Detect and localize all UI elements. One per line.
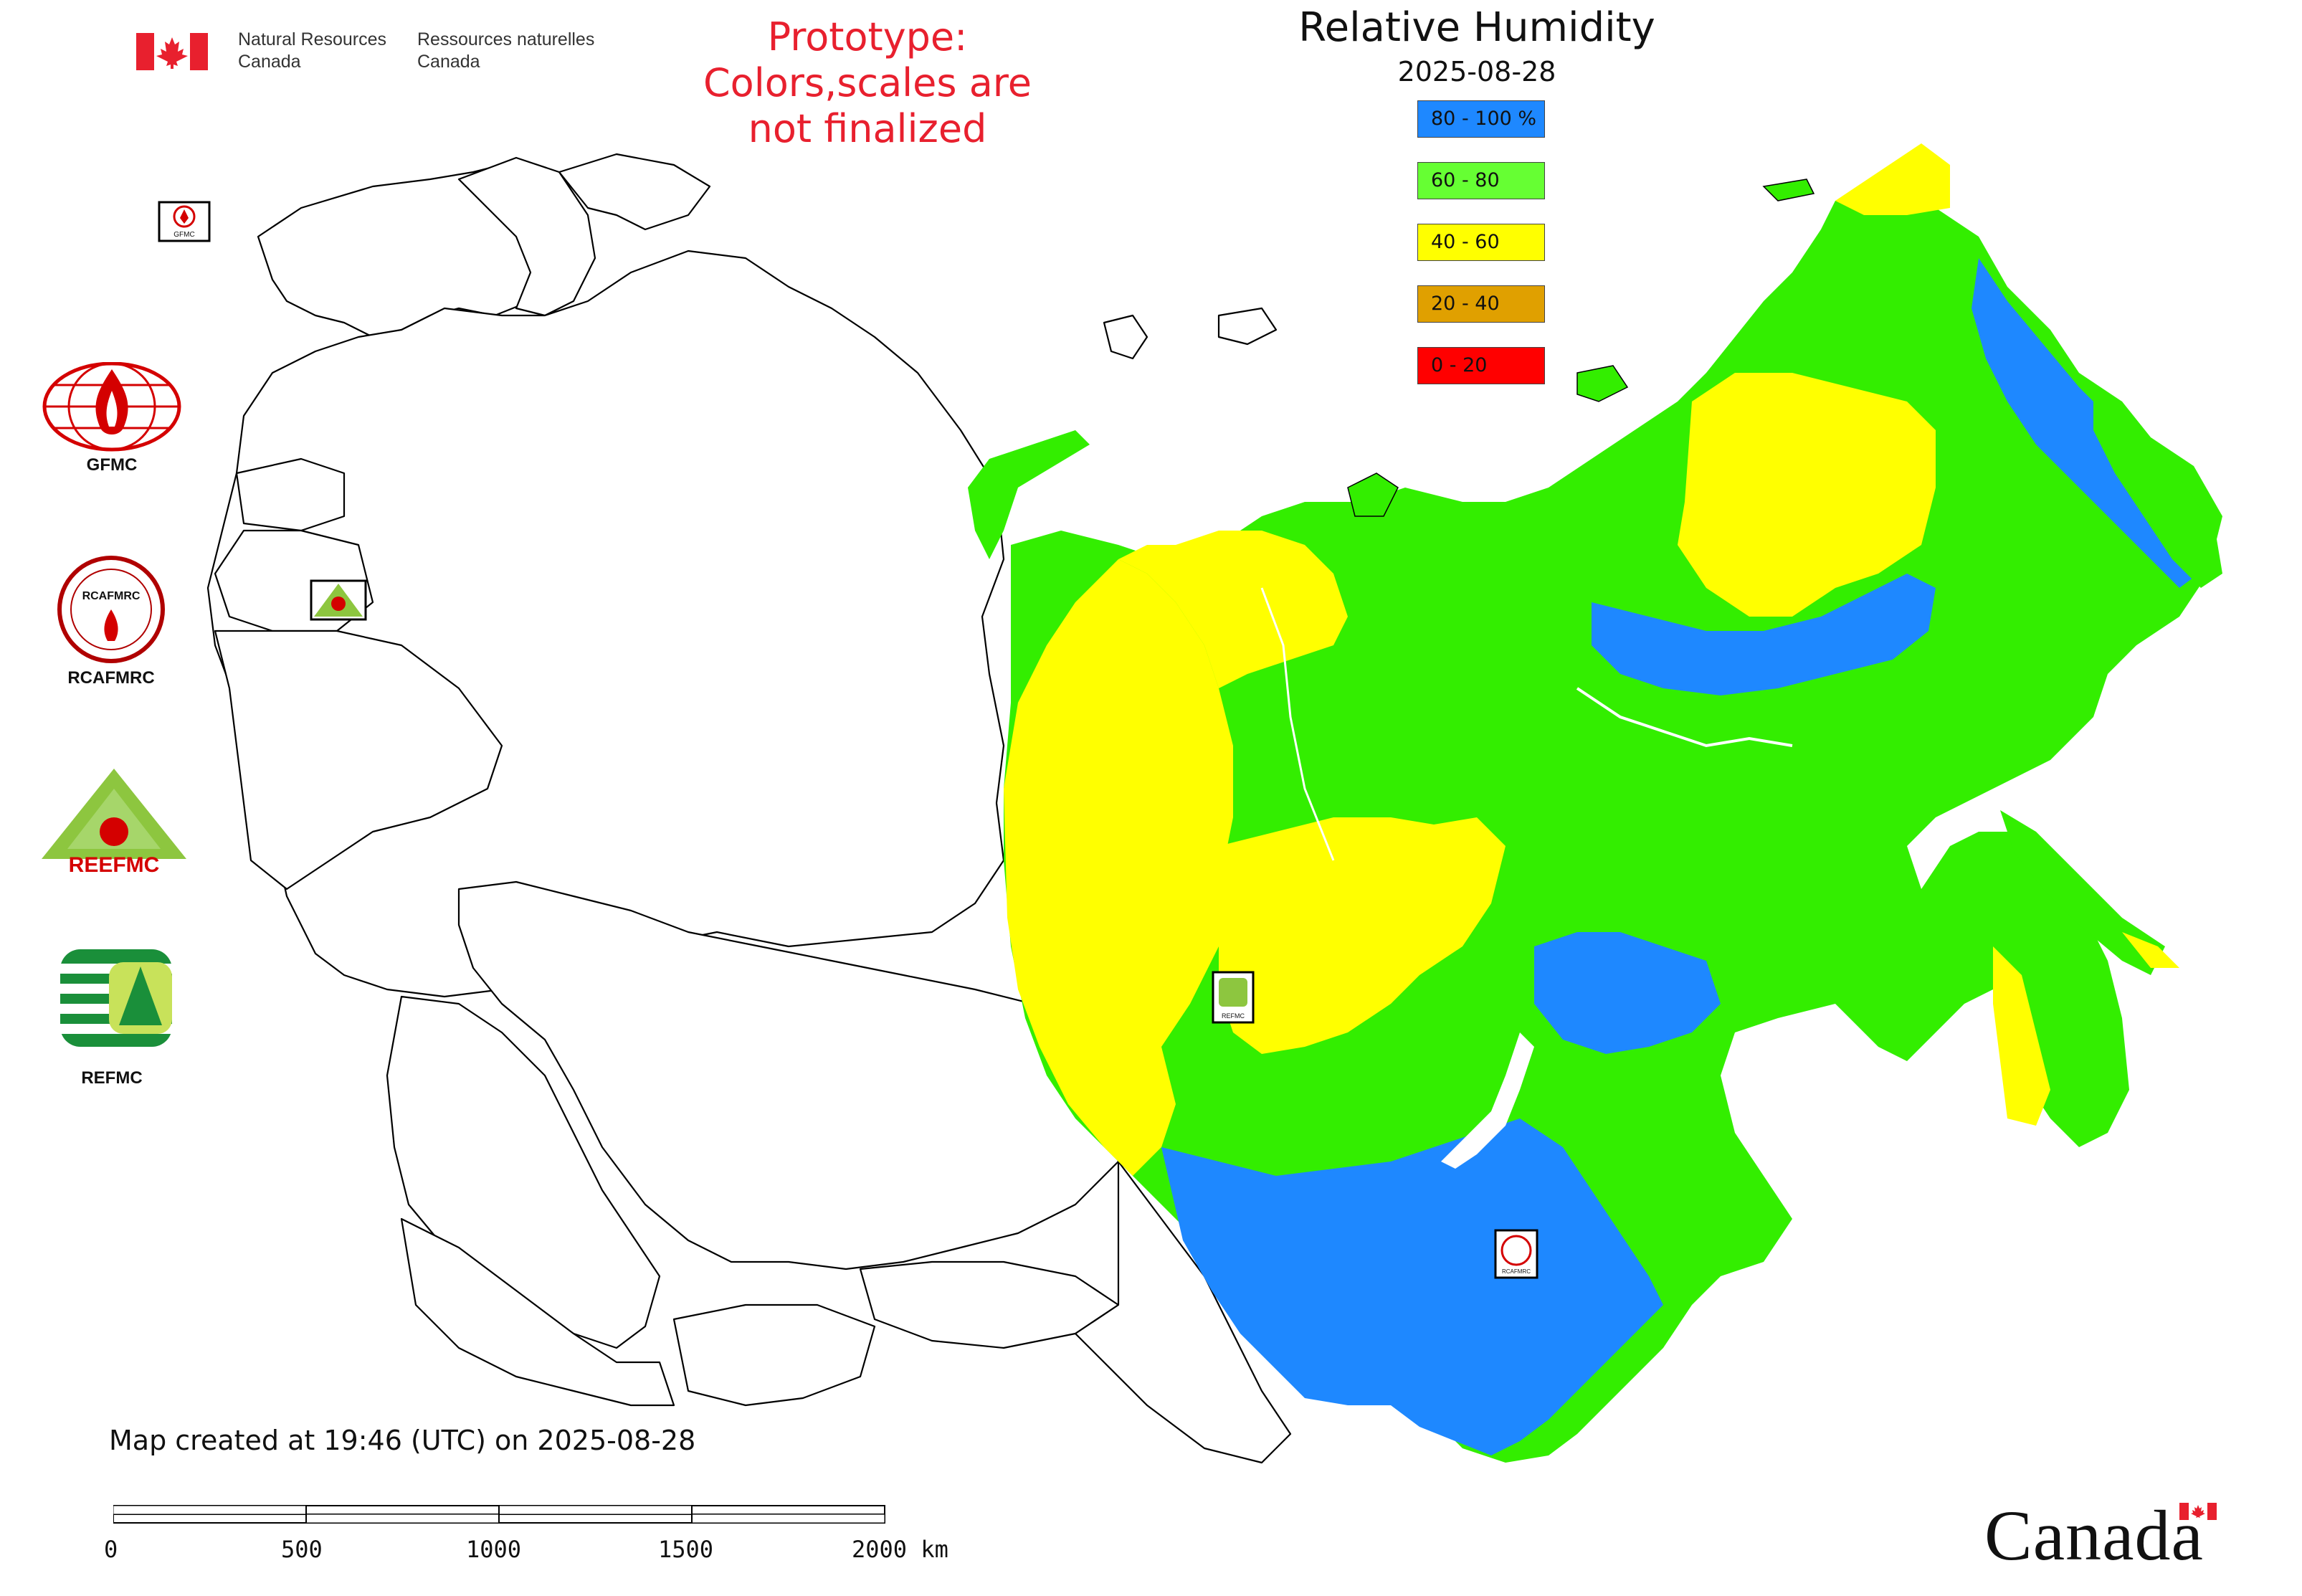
humidity-kamchatka: [2093, 387, 2222, 588]
humidity-sakhalin-yellow: [2122, 932, 2179, 968]
legend-title: Relative Humidity: [1298, 4, 1655, 51]
nrcan-signature: Natural Resources Canada Ressources natu…: [136, 27, 624, 77]
scale-tick-2000km: 2000 km: [852, 1536, 948, 1563]
arctic-islands: [1347, 179, 1815, 517]
notice-line1: Prototype:: [767, 14, 968, 60]
scale-tick-500: 500: [281, 1536, 323, 1563]
baltics-outline: [235, 457, 346, 532]
map-marker-rcafmrc-label: RCAFMRC: [1502, 1268, 1531, 1275]
legend-item-60-80: 60 - 80: [1417, 162, 1545, 199]
tajikistan-outline: [672, 1303, 876, 1407]
rcafmrc-emblem-text: RCAFMRC: [82, 590, 141, 602]
map-marker-rcafmrc[interactable]: RCAFMRC: [1494, 1229, 1538, 1279]
legend-item-0-20: 0 - 20: [1417, 347, 1545, 384]
map-creation-timestamp: Map created at 19:46 (UTC) on 2025-08-28: [109, 1425, 696, 1456]
dept-en-line2: Canada: [238, 52, 301, 72]
logo-gfmc: GFMC: [40, 361, 184, 477]
humidity-yellow-chukotka: [1835, 143, 1950, 215]
department-name-fr: Ressources naturelles Canada: [417, 29, 594, 73]
kola-outline: [558, 153, 711, 231]
island-severnaya-zemlya: [1347, 472, 1399, 517]
humidity-blue-amur: [1534, 932, 1721, 1054]
legend-item-80-100: 80 - 100 %: [1417, 100, 1545, 138]
legend-item-0-20-label: 0 - 20: [1431, 354, 1488, 376]
logo-gfmc-label: GFMC: [86, 455, 138, 475]
lake-baikal: [1441, 1032, 1534, 1169]
svalbard-outline: [1103, 314, 1148, 360]
finland-outline: [457, 156, 596, 317]
canada-wordmark-flag-icon: [2179, 1503, 2217, 1520]
logo-rcafmrc-label: RCAFMRC: [67, 668, 155, 688]
reefmc-emblem-text: REEFMC: [69, 853, 160, 875]
map-marker-reefmc[interactable]: [310, 579, 367, 621]
country-outlines: [206, 153, 1292, 1464]
legend-item-20-40-label: 20 - 40: [1431, 293, 1500, 315]
humidity-blue-yakutia: [1592, 574, 1936, 695]
humidity-yellow-southeast: [1993, 946, 2050, 1126]
island-new-siberian: [1576, 365, 1629, 402]
humidity-yellow-northeast: [1678, 373, 1936, 617]
scale-bar-graphic: [113, 1505, 885, 1524]
logo-rcafmrc: RCAFMRC RCAFMRC: [50, 552, 194, 695]
scale-tick-1500: 1500: [658, 1536, 714, 1563]
logo-refmc-label: REFMC: [81, 1068, 143, 1088]
logo-refmc: REFMC: [59, 948, 202, 1091]
franz-josef-outline: [1217, 307, 1278, 346]
dept-fr-line1: Ressources naturelles: [417, 29, 595, 49]
notice-line2: Colors,scales are not finalized: [703, 60, 1032, 151]
dept-en-line1: Natural Resources: [238, 29, 387, 49]
ukraine-outline: [214, 630, 503, 890]
legend-date: 2025-08-28: [1397, 56, 1556, 87]
humidity-yellow-central: [1219, 817, 1506, 1054]
logo-reefmc: REEFMC: [39, 767, 189, 877]
humidity-blue-south: [1161, 1118, 1663, 1455]
dept-fr-line2: Canada: [417, 52, 480, 72]
humidity-field: [968, 143, 2222, 1463]
kazakhstan-outline: [457, 880, 1120, 1270]
reefmc-emblem-icon: REEFMC: [42, 769, 186, 877]
river-lena: [1576, 687, 1793, 748]
map-marker-gfmc-label: GFMC: [173, 231, 194, 239]
turkmenistan-outline: [400, 1217, 675, 1407]
uzbekistan-outline: [386, 995, 661, 1349]
department-name-en: Natural Resources Canada: [238, 29, 386, 73]
rcafmrc-emblem-icon: RCAFMRC: [57, 556, 165, 663]
legend-item-80-100-label: 80 - 100 %: [1431, 108, 1537, 130]
map-marker-refmc[interactable]: REFMC: [1212, 971, 1255, 1024]
legend-item-20-40: 20 - 40: [1417, 285, 1545, 323]
gfmc-emblem-icon: [42, 361, 181, 452]
legend-item-60-80-label: 60 - 80: [1431, 169, 1500, 191]
refmc-emblem-icon: [60, 949, 172, 1047]
map-marker-refmc-label: REFMC: [1222, 1012, 1245, 1020]
canada-wordmark: Canada: [1984, 1496, 2204, 1575]
scale-tick-1000: 1000: [466, 1536, 522, 1563]
scale-tick-0: 0: [104, 1536, 118, 1563]
humidity-yellow-west: [1004, 559, 1233, 1176]
humidity-yellow-west-north: [1118, 531, 1348, 688]
legend-item-40-60-label: 40 - 60: [1431, 231, 1500, 253]
scale-bar: 0 500 1000 1500 2000 km: [100, 1503, 975, 1574]
humidity-novaya-zemlya: [968, 430, 1090, 559]
prototype-notice: Prototype: Colors,scales are not finaliz…: [667, 14, 1068, 152]
river-yenisei: [1260, 587, 1335, 861]
island-wrangel: [1762, 179, 1815, 201]
legend-item-40-60: 40 - 60: [1417, 224, 1545, 261]
canada-flag-icon: [136, 33, 208, 70]
map-marker-gfmc[interactable]: GFMC: [158, 201, 211, 242]
